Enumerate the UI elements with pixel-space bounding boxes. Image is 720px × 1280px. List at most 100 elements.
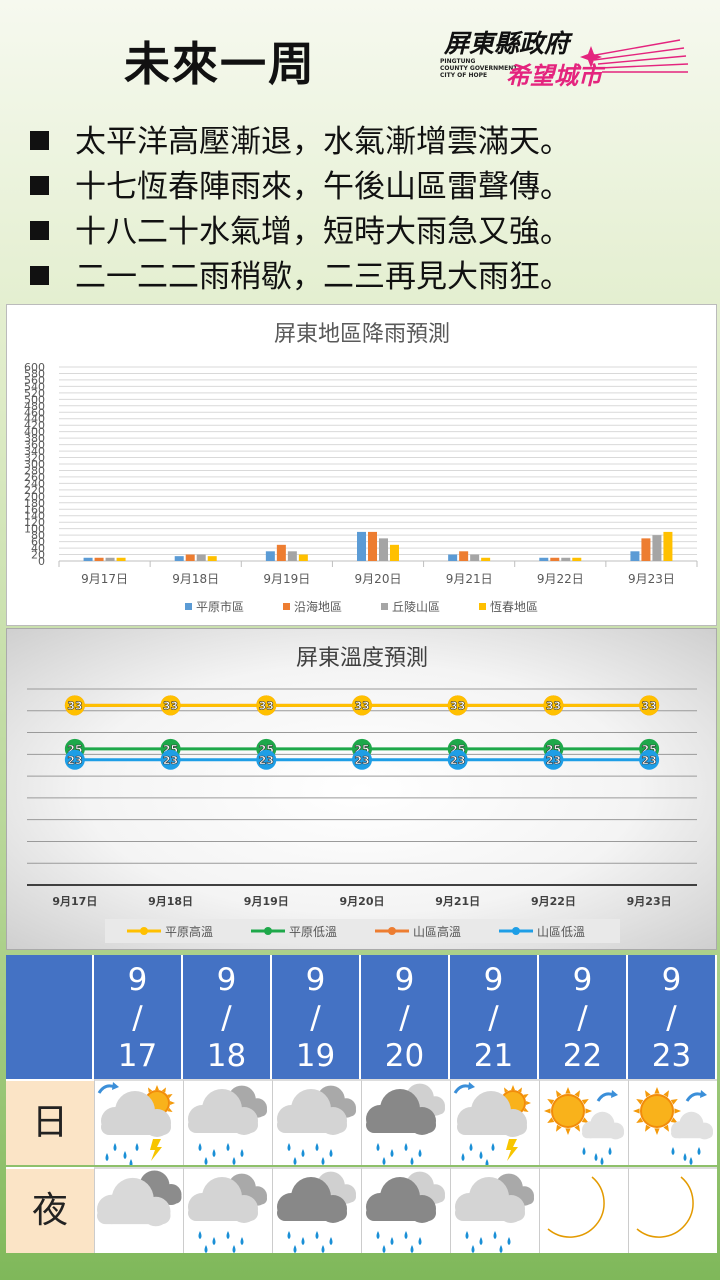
data-label: 23 [641,754,656,767]
rainfall-chart: 屏東地區降雨預測 0 20 40 60 80 100 120 140 160 180 200 220 24… [6,304,717,626]
legend-label: 沿海地區 [294,599,342,614]
bar [185,554,195,561]
bullet-square-icon [30,266,49,285]
y-tick-label: 400 [24,426,45,439]
date-header: 9/17 [94,955,183,1079]
x-tick-label: 9月17日 [81,572,128,586]
data-label: 33 [641,699,656,712]
weather-cell [361,1167,450,1253]
y-tick-label: 420 [24,419,45,432]
bar [368,531,377,561]
heavy-rain-icon [366,1083,445,1165]
x-tick-label: 9月21日 [446,572,493,586]
bar [94,557,104,561]
bar [83,557,93,561]
x-tick-label: 9月17日 [52,895,97,908]
data-label: 23 [67,754,82,767]
moon-icon [547,1176,605,1238]
x-tick-label: 9月22日 [531,895,576,908]
logo-rays-icon [580,39,689,73]
bullet-square-icon [30,131,49,150]
bar [276,544,286,561]
data-point [447,749,468,770]
y-tick-label: 300 [24,458,45,471]
legend-marker [140,927,148,935]
weather-cell [94,1167,183,1253]
y-tick-label: 40 [31,542,45,555]
row-label-day: 日 [6,1079,94,1165]
legend-label: 平原低溫 [289,925,337,939]
data-label: 33 [67,699,82,712]
data-point [160,749,181,770]
legend-marker [388,927,396,935]
legend-swatch [381,603,388,610]
date-header: 9/18 [183,955,272,1079]
weather-forecast-table: 9/17 9/18 9/19 9/20 9/21 9/22 9/23 日夜 [6,955,717,1255]
rhyme-line: 二一二二雨稍歇，二三再見大雨狂。 [30,255,571,300]
bullet-square-icon [30,221,49,240]
bar [641,538,651,561]
y-tick-label: 460 [24,406,45,419]
bar [207,556,217,561]
y-tick-label: 480 [24,400,45,413]
date-header: 9/21 [450,955,539,1079]
legend-label: 山區高溫 [413,924,461,939]
y-tick-label: 340 [24,445,45,458]
bar [265,551,275,561]
weather-cell [450,1167,539,1253]
bar [630,551,640,561]
logo-english: PINGTUNG COUNTY GOVERNMENT CITY OF HOPE [440,58,518,79]
y-tick-label: 180 [24,497,45,510]
y-tick-label: 140 [24,510,45,523]
x-tick-label: 9月22日 [537,572,584,586]
x-tick-label: 9月18日 [172,572,219,586]
chart-title: 屏東地區降雨預測 [274,322,450,347]
y-tick-label: 580 [24,367,45,380]
y-tick-label: 220 [24,484,45,497]
data-point [639,695,660,716]
data-point [639,749,660,770]
weather-cell [183,1079,272,1165]
data-label: 23 [163,754,178,767]
bar [116,557,126,561]
data-point [447,695,468,716]
y-tick-label: 100 [24,523,45,536]
bar [561,557,571,561]
weather-cell [539,1079,628,1165]
bar [448,554,458,561]
legend-box [105,919,620,943]
bar [357,531,366,561]
bar [459,551,469,561]
y-tick-label: 60 [31,536,45,549]
legend-swatch [283,603,290,610]
data-point [256,749,277,770]
y-tick-label: 260 [24,471,45,484]
y-tick-label: 0 [38,555,45,568]
weather-cell [361,1079,450,1165]
y-tick-label: 540 [24,380,45,393]
data-point [543,749,564,770]
y-tick-label: 440 [24,413,45,426]
data-label: 33 [450,699,465,712]
bullet-square-icon [30,176,49,195]
thunder-shower-sun-icon [97,1082,175,1165]
x-tick-label: 9月18日 [148,895,193,908]
bar [652,535,662,561]
data-label: 33 [259,699,274,712]
data-label: 33 [546,699,561,712]
weather-cell [628,1167,717,1253]
y-tick-label: 160 [24,503,45,516]
cloudy-icon [97,1170,182,1227]
data-point [256,695,277,716]
x-tick-label: 9月21日 [435,895,480,908]
bar [287,551,297,561]
x-tick-label: 9月23日 [627,895,672,908]
data-point [352,695,372,716]
date-header: 9/23 [628,955,717,1079]
rhyme-line: 十七恆春陣雨來，午後山區雷聲傳。 [30,165,571,210]
weather-cell [183,1167,272,1253]
bar [196,554,206,561]
data-label: 23 [450,754,465,767]
bar [663,531,673,561]
bar [572,557,582,561]
